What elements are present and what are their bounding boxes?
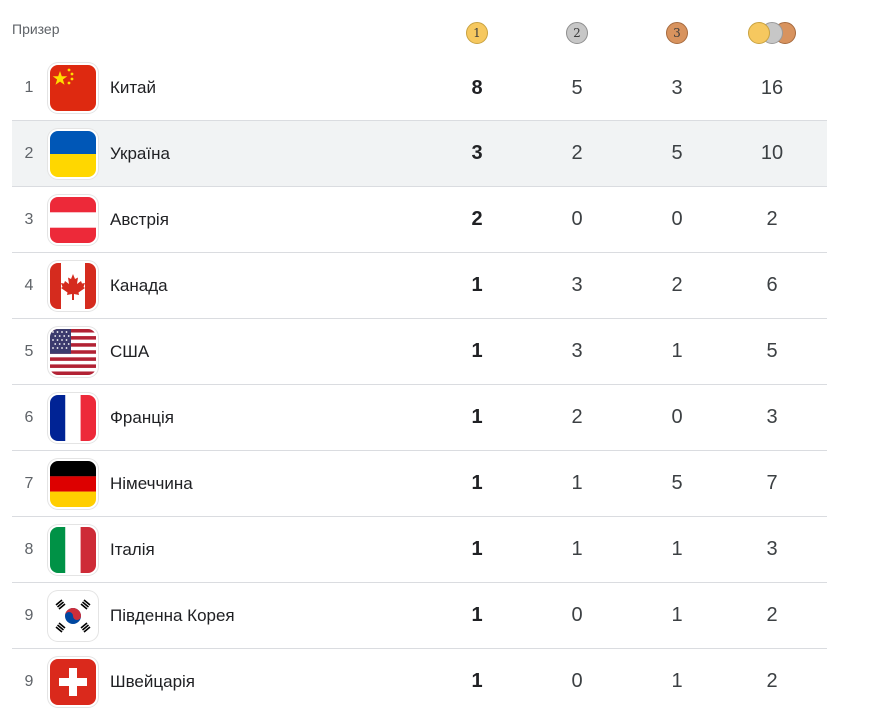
column-header-silver[interactable]: 2 [547, 21, 607, 45]
table-row[interactable]: 6 Франція 1 2 0 3 [12, 384, 827, 450]
column-header-total[interactable] [742, 21, 802, 45]
bronze-count: 5 [671, 142, 683, 164]
rank: 9 [24, 606, 34, 624]
canada-flag-icon [48, 260, 98, 311]
gold-count: 1 [471, 670, 483, 692]
silver-count: 3 [571, 340, 583, 362]
gold-count: 1 [471, 472, 483, 494]
silver-count: 2 [571, 406, 583, 428]
silver-count: 1 [571, 472, 583, 494]
medal-table: Призер 1 2 3 1 Китай [12, 0, 827, 714]
table-row[interactable]: 3 Австрія 2 0 0 2 [12, 186, 827, 252]
table-row[interactable]: 2 Україна 3 2 5 10 [12, 120, 827, 186]
silver-medal-icon: 2 [566, 22, 588, 44]
table-row[interactable]: 9 Швейцарія 1 0 1 2 [12, 648, 827, 714]
gold-count: 2 [471, 208, 483, 230]
silver-count: 0 [571, 670, 583, 692]
bronze-count: 1 [671, 340, 683, 362]
table-header: Призер 1 2 3 [12, 0, 827, 56]
table-row[interactable]: 8 Італія 1 1 1 3 [12, 516, 827, 582]
gold-count: 1 [471, 538, 483, 560]
gold-count: 3 [471, 142, 483, 164]
silver-count: 3 [571, 274, 583, 296]
silver-count: 2 [571, 142, 583, 164]
bronze-count: 5 [671, 472, 683, 494]
rank: 4 [24, 276, 34, 294]
total-count: 2 [766, 670, 778, 692]
gold-count: 8 [471, 76, 483, 99]
bronze-count: 1 [671, 604, 683, 626]
silver-count: 0 [571, 604, 583, 626]
silver-count: 5 [571, 76, 583, 99]
usa-flag-icon [48, 326, 98, 377]
rank: 2 [24, 144, 34, 162]
total-count: 2 [766, 604, 778, 626]
total-count: 6 [766, 274, 778, 296]
austria-flag-icon [48, 194, 98, 245]
table-row[interactable]: 9 Південна Корея 1 0 1 2 [12, 582, 827, 648]
country-name: Італія [110, 539, 155, 559]
south-korea-flag-icon [48, 590, 98, 641]
country-name: США [110, 341, 150, 361]
table-row[interactable]: 5 США 1 3 [12, 318, 827, 384]
total-count: 16 [760, 76, 784, 99]
rank: 8 [24, 540, 34, 558]
bronze-count: 1 [671, 670, 683, 692]
country-name: Китай [110, 78, 156, 97]
rank: 6 [24, 408, 34, 426]
total-count: 3 [766, 538, 778, 560]
gold-count: 1 [471, 274, 483, 296]
switzerland-flag-icon [48, 656, 98, 707]
table-row[interactable]: 1 Китай 8 5 3 16 [12, 56, 827, 120]
table-row[interactable]: 4 Канада 1 3 2 6 [12, 252, 827, 318]
rank: 9 [24, 672, 34, 690]
bronze-count: 3 [671, 76, 683, 99]
country-name: Україна [110, 143, 170, 163]
bronze-count: 0 [671, 406, 683, 428]
gold-count: 1 [471, 604, 483, 626]
total-count: 3 [766, 406, 778, 428]
germany-flag-icon [48, 458, 98, 509]
france-flag-icon [48, 392, 98, 443]
total-medals-icon [746, 21, 798, 45]
bronze-count: 2 [671, 274, 683, 296]
bronze-count: 0 [671, 208, 683, 230]
gold-count: 1 [471, 406, 483, 428]
ukraine-flag-icon [48, 128, 98, 179]
table-row[interactable]: 7 Німеччина 1 1 5 7 [12, 450, 827, 516]
gold-medal-icon: 1 [466, 22, 488, 44]
bronze-count: 1 [671, 538, 683, 560]
total-count: 10 [760, 142, 784, 164]
total-count: 5 [766, 340, 778, 362]
country-name: Канада [110, 275, 168, 295]
country-name: Німеччина [110, 473, 193, 493]
rank: 7 [24, 474, 34, 492]
italy-flag-icon [48, 524, 98, 575]
total-count: 2 [766, 208, 778, 230]
silver-count: 1 [571, 538, 583, 560]
china-flag-icon [48, 63, 98, 113]
column-header-country: Призер [12, 21, 60, 37]
bronze-medal-icon: 3 [666, 22, 688, 44]
country-name: Південна Корея [110, 605, 235, 625]
country-name: Австрія [110, 209, 169, 229]
country-name: Швейцарія [110, 671, 195, 691]
column-header-bronze[interactable]: 3 [647, 21, 707, 45]
gold-count: 1 [471, 340, 483, 362]
column-header-gold[interactable]: 1 [447, 21, 507, 45]
silver-count: 0 [571, 208, 583, 230]
rank: 5 [24, 342, 34, 360]
rank: 3 [24, 210, 34, 228]
total-count: 7 [766, 472, 778, 494]
country-name: Франція [110, 407, 174, 427]
rank: 1 [24, 79, 34, 96]
